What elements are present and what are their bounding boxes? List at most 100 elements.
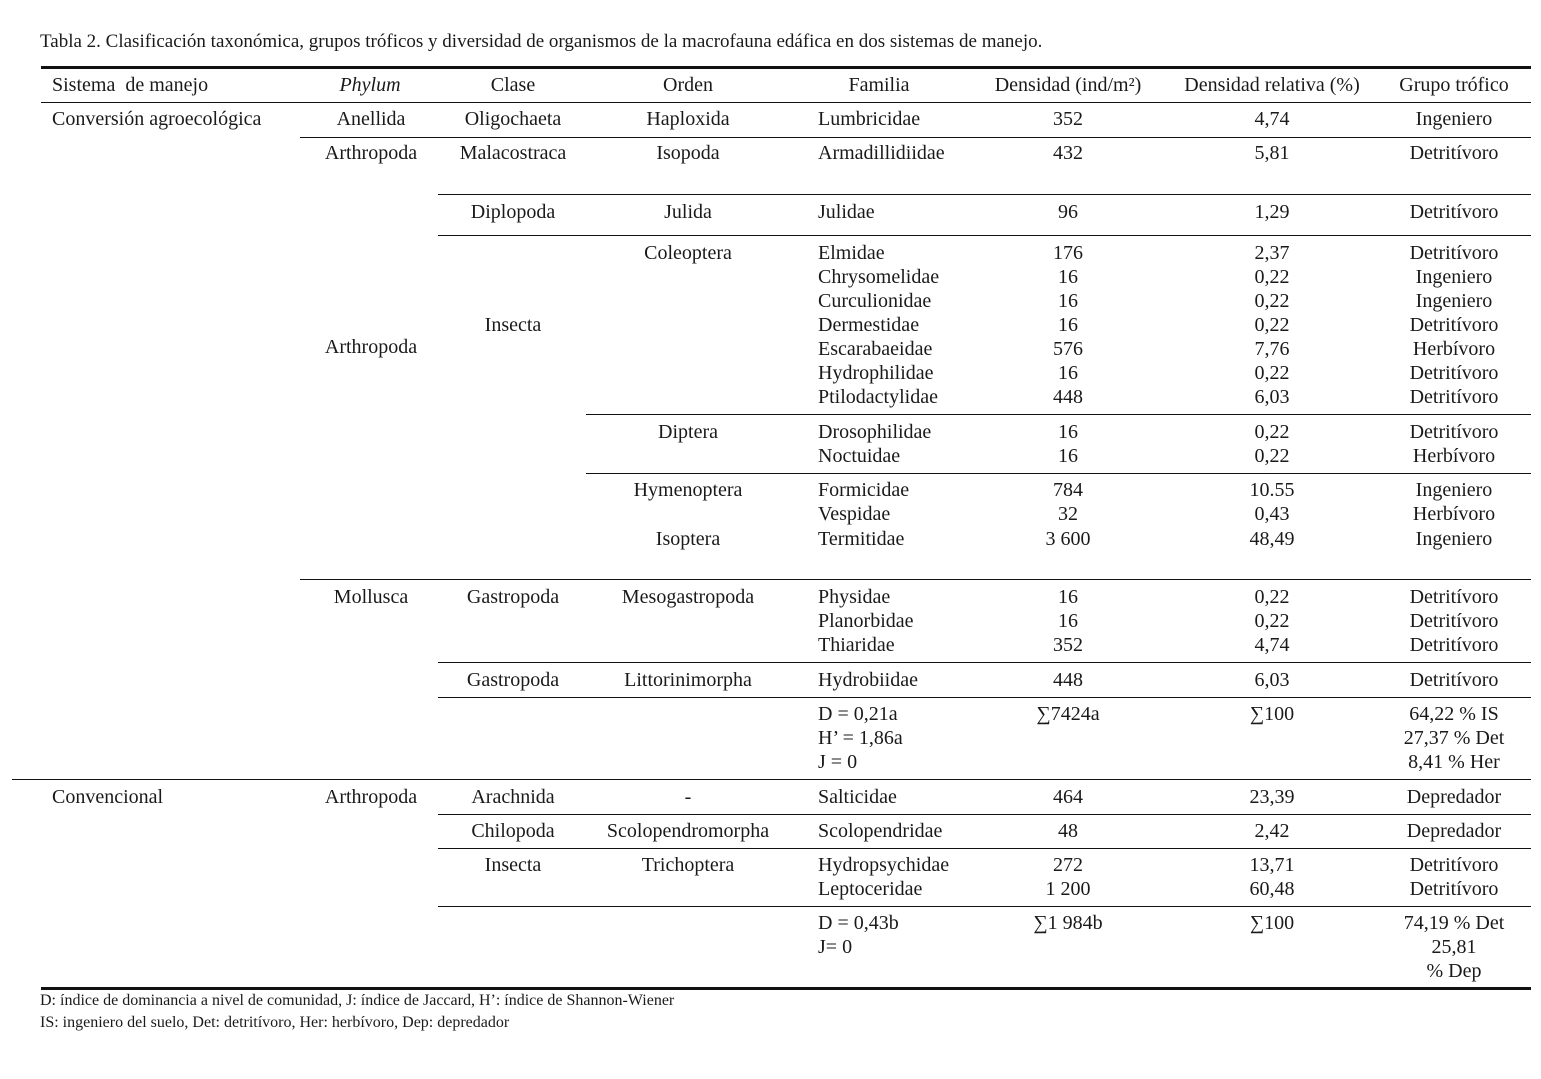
cell-grupo: Ingeniero bbox=[1415, 290, 1493, 312]
cell-familia: Hydropsychidae bbox=[818, 854, 950, 876]
cell-relativa: 0,22 bbox=[1254, 610, 1290, 632]
cell-grupo: Detritívoro bbox=[1409, 242, 1499, 264]
cell-densidad: 16 bbox=[1058, 266, 1078, 288]
cell-clase: Arachnida bbox=[471, 786, 555, 808]
cell-densidad: 352 bbox=[1053, 108, 1083, 130]
cell-familia: D = 0,21a bbox=[818, 703, 898, 725]
cell-densidad: 96 bbox=[1058, 201, 1078, 223]
cell-densidad: 16 bbox=[1058, 421, 1078, 443]
cell-grupo: Ingeniero bbox=[1415, 528, 1493, 550]
cell-relativa: 2,42 bbox=[1254, 820, 1290, 842]
table-rule bbox=[586, 414, 1531, 415]
cell-relativa: 23,39 bbox=[1249, 786, 1295, 808]
table-rule bbox=[438, 814, 1531, 815]
cell-familia: Formicidae bbox=[818, 479, 910, 501]
header-sistema: Sistema de manejo bbox=[52, 74, 209, 96]
cell-familia: D = 0,43b bbox=[818, 912, 899, 934]
cell-densidad: 464 bbox=[1053, 786, 1083, 808]
header-phylum: Phylum bbox=[339, 74, 401, 96]
cell-relativa: 10.55 bbox=[1249, 479, 1295, 501]
cell-familia: Vespidae bbox=[818, 503, 891, 525]
cell-familia: J = 0 bbox=[818, 751, 858, 773]
cell-grupo: 64,22 % IS bbox=[1409, 703, 1499, 725]
cell-clase: Chilopoda bbox=[471, 820, 555, 842]
cell-relativa: ∑100 bbox=[1249, 912, 1295, 934]
cell-orden: Hymenoptera bbox=[633, 479, 743, 501]
cell-orden: Isopoda bbox=[656, 142, 720, 164]
table-rule bbox=[438, 662, 1531, 663]
cell-relativa: 0,22 bbox=[1254, 266, 1290, 288]
cell-orden: - bbox=[684, 786, 692, 808]
cell-relativa: 48,49 bbox=[1249, 528, 1295, 550]
cell-familia: Scolopendridae bbox=[818, 820, 943, 842]
cell-grupo: Ingeniero bbox=[1415, 266, 1493, 288]
cell-clase: Gastropoda bbox=[466, 586, 560, 608]
cell-grupo: Detritívoro bbox=[1409, 386, 1499, 408]
table-rule bbox=[586, 473, 1531, 474]
cell-clase: Oligochaeta bbox=[464, 108, 562, 130]
cell-familia: Drosophilidae bbox=[818, 421, 932, 443]
cell-familia: Thiaridae bbox=[818, 634, 895, 656]
cell-familia: Planorbidae bbox=[818, 610, 914, 632]
cell-grupo: 74,19 % Det bbox=[1403, 912, 1505, 934]
header-grupo: Grupo trófico bbox=[1399, 74, 1509, 96]
cell-familia: Elmidae bbox=[818, 242, 885, 264]
cell-grupo: Depredador bbox=[1406, 786, 1502, 808]
cell-densidad: 16 bbox=[1058, 314, 1078, 336]
cell-familia: Ptilodactylidae bbox=[818, 386, 938, 408]
cell-relativa: 0,22 bbox=[1254, 314, 1290, 336]
cell-densidad: 48 bbox=[1058, 820, 1078, 842]
cell-densidad: 16 bbox=[1058, 290, 1078, 312]
cell-relativa: 60,48 bbox=[1249, 878, 1295, 900]
cell-grupo: Detritívoro bbox=[1409, 201, 1499, 223]
cell-relativa: 4,74 bbox=[1254, 108, 1290, 130]
cell-relativa: ∑100 bbox=[1249, 703, 1295, 725]
cell-densidad: 16 bbox=[1058, 586, 1078, 608]
cell-clase: Diplopoda bbox=[470, 201, 556, 223]
cell-familia: Salticidae bbox=[818, 786, 897, 808]
table-rule bbox=[438, 906, 1531, 907]
footnote-abbreviations: IS: ingeniero del suelo, Det: detritívor… bbox=[40, 1014, 510, 1031]
cell-familia: Armadillidiidae bbox=[818, 142, 945, 164]
cell-relativa: 13,71 bbox=[1249, 854, 1295, 876]
cell-grupo: Detritívoro bbox=[1409, 878, 1499, 900]
header-clase: Clase bbox=[490, 74, 536, 96]
cell-grupo: Herbívoro bbox=[1412, 338, 1496, 360]
cell-densidad: 448 bbox=[1053, 386, 1083, 408]
cell-phylum: Mollusca bbox=[333, 586, 409, 608]
table-rule bbox=[300, 137, 1531, 138]
cell-familia: Termitidae bbox=[818, 528, 905, 550]
cell-clase: Malacostraca bbox=[459, 142, 567, 164]
cell-grupo: Depredador bbox=[1406, 820, 1502, 842]
cell-densidad: 3 600 bbox=[1045, 528, 1091, 550]
cell-familia: Noctuidae bbox=[818, 445, 901, 467]
cell-phylum: Arthropoda bbox=[324, 336, 418, 358]
cell-orden: Trichoptera bbox=[641, 854, 735, 876]
cell-densidad: 16 bbox=[1058, 610, 1078, 632]
cell-orden: Isoptera bbox=[655, 528, 721, 550]
cell-densidad: 16 bbox=[1058, 362, 1078, 384]
header-densidad: Densidad (ind/m²) bbox=[994, 74, 1142, 96]
cell-clase: Insecta bbox=[484, 854, 542, 876]
cell-relativa: 0,43 bbox=[1254, 503, 1290, 525]
cell-sistema: Conversión agroecológica bbox=[52, 108, 262, 130]
cell-familia: H’ = 1,86a bbox=[818, 727, 903, 749]
cell-sistema: Convencional bbox=[52, 786, 164, 808]
cell-grupo: Detritívoro bbox=[1409, 854, 1499, 876]
table-rule bbox=[41, 66, 1531, 69]
cell-densidad: 16 bbox=[1058, 445, 1078, 467]
cell-orden: Scolopendromorpha bbox=[606, 820, 770, 842]
cell-grupo: Detritívoro bbox=[1409, 669, 1499, 691]
cell-familia: Hydrophilidae bbox=[818, 362, 934, 384]
table-caption: Tabla 2. Clasificación taxonómica, grupo… bbox=[40, 31, 1043, 52]
cell-densidad: 576 bbox=[1053, 338, 1083, 360]
cell-relativa: 6,03 bbox=[1254, 669, 1290, 691]
cell-familia: Leptoceridae bbox=[818, 878, 923, 900]
header-familia: Familia bbox=[848, 74, 910, 96]
cell-clase: Insecta bbox=[484, 314, 542, 336]
table-rule bbox=[41, 987, 1531, 990]
header-orden: Orden bbox=[663, 74, 713, 96]
cell-grupo: Detritívoro bbox=[1409, 142, 1499, 164]
cell-grupo: Detritívoro bbox=[1409, 610, 1499, 632]
